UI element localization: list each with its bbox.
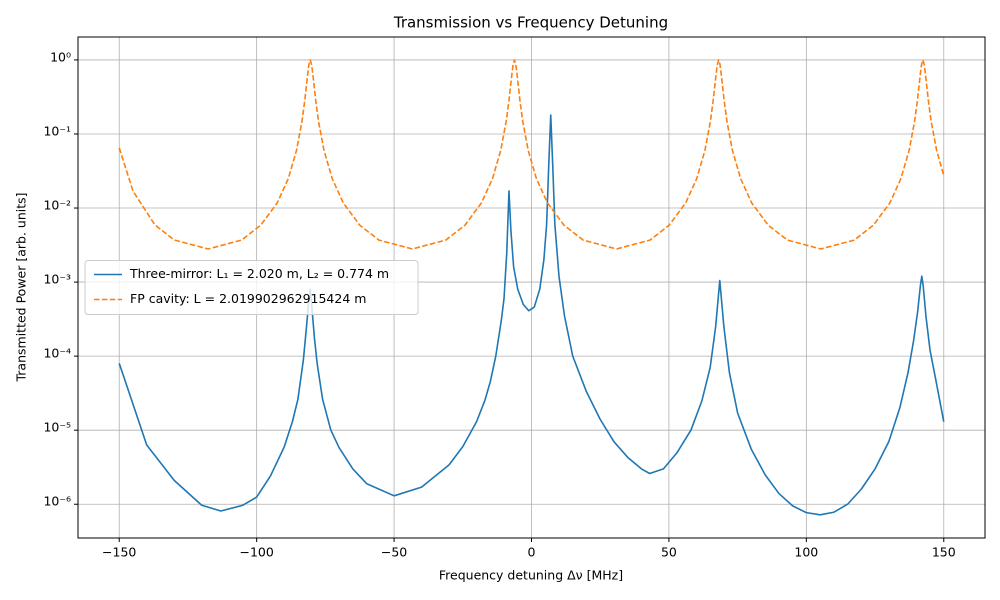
y-tick-label: 10⁰ <box>50 49 71 64</box>
chart-title: Transmission vs Frequency Detuning <box>393 14 668 32</box>
ticks: −150 −100 −50 0 50 100 150 10⁻⁶ 10⁻⁵ 10⁻⁴ 10⁻³ 10⁻²… <box>43 49 955 559</box>
x-tick-label: −150 <box>102 545 136 560</box>
y-tick-label: 10⁻⁵ <box>43 420 71 435</box>
x-tick-label: −50 <box>381 545 407 560</box>
y-tick-label: 10⁻² <box>43 198 71 213</box>
legend-label: FP cavity: L = 2.019902962915424 m <box>130 291 366 306</box>
y-tick-label: 10⁻⁶ <box>43 494 71 509</box>
series-line <box>118 59 945 250</box>
x-tick-label: 150 <box>932 545 956 560</box>
y-tick-label: 10⁻⁴ <box>43 346 71 361</box>
x-axis-label: Frequency detuning Δν [MHz] <box>439 568 623 583</box>
y-tick-label: 10⁻³ <box>43 272 71 287</box>
legend-box <box>84 260 419 315</box>
x-tick-label: 0 <box>528 545 536 560</box>
x-tick-label: 50 <box>661 545 677 560</box>
y-tick-label: 10⁻¹ <box>43 123 71 138</box>
legend-label: Three-mirror: L₁ = 2.020 m, L₂ = 0.774 m <box>129 266 389 281</box>
y-axis-label: Transmitted Power [arb. units] <box>14 192 29 382</box>
x-tick-label: 100 <box>794 545 818 560</box>
x-tick-label: −100 <box>239 545 273 560</box>
legend: Three-mirror: L₁ = 2.020 m, L₂ = 0.774 m… <box>84 260 419 315</box>
